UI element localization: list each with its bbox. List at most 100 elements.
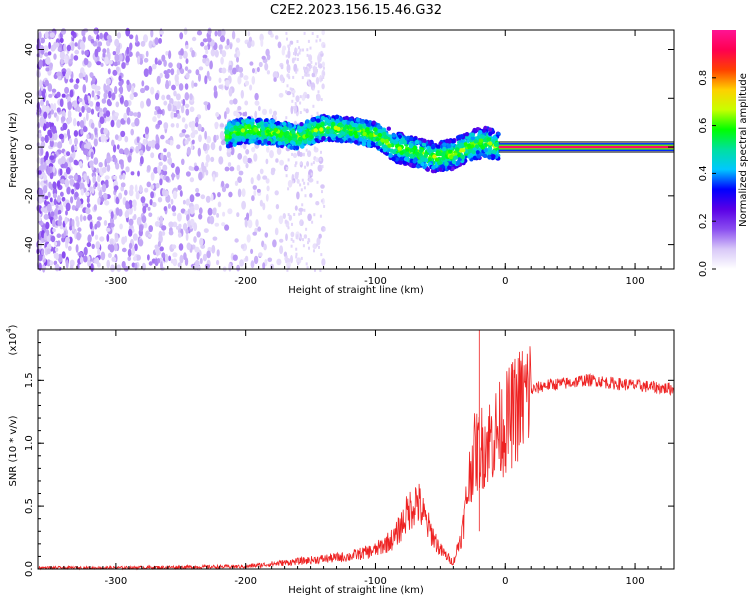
noise-cell xyxy=(216,249,220,257)
noise-cell xyxy=(170,198,174,205)
noise-cell xyxy=(162,164,168,172)
noise-cell xyxy=(48,181,52,189)
noise-cell xyxy=(162,188,166,197)
carrier-line xyxy=(498,145,674,149)
noise-cell xyxy=(314,62,317,66)
noise-cell xyxy=(76,199,82,207)
noise-cell xyxy=(65,210,68,216)
noise-cell xyxy=(298,212,301,216)
noise-cell xyxy=(296,68,299,72)
noise-cell xyxy=(105,227,111,232)
noise-cell xyxy=(231,30,236,40)
noise-cell xyxy=(182,50,188,59)
noise-cell xyxy=(173,90,177,97)
noise-cell xyxy=(154,110,158,116)
y-tick-label: 1.0 xyxy=(24,435,35,451)
noise-cell xyxy=(57,195,61,203)
noise-cell xyxy=(315,157,320,163)
noise-cell xyxy=(237,176,243,183)
noise-cell xyxy=(303,234,308,239)
noise-cell xyxy=(310,172,313,176)
noise-cell xyxy=(56,115,59,122)
noise-cell xyxy=(204,263,210,269)
noise-cell xyxy=(91,83,97,90)
noise-cell xyxy=(143,34,148,43)
noise-cell xyxy=(227,162,232,167)
noise-cell xyxy=(99,116,105,124)
noise-cell xyxy=(106,47,110,55)
signal-cell xyxy=(491,154,496,159)
signal-cell xyxy=(297,128,303,133)
noise-cell xyxy=(220,180,225,188)
noise-cell xyxy=(315,66,318,70)
noise-cell xyxy=(127,248,132,257)
signal-cell xyxy=(436,144,441,150)
noise-cell xyxy=(97,248,101,256)
signal-cell xyxy=(474,144,480,149)
noise-cell xyxy=(119,174,123,180)
noise-cell xyxy=(40,136,45,142)
noise-cell xyxy=(94,127,98,136)
signal-cell xyxy=(392,139,397,145)
noise-cell xyxy=(237,105,242,111)
noise-cell xyxy=(243,75,249,81)
noise-cell xyxy=(96,85,101,91)
noise-cell xyxy=(238,66,244,73)
signal-cell xyxy=(473,139,478,144)
noise-cell xyxy=(254,67,258,75)
noise-cell xyxy=(98,162,103,168)
noise-cell xyxy=(56,91,61,98)
noise-cell xyxy=(75,78,80,84)
noise-cell xyxy=(97,90,101,96)
signal-cell xyxy=(265,129,271,134)
noise-cell xyxy=(310,114,313,118)
signal-cell xyxy=(291,133,296,138)
noise-cell xyxy=(168,62,173,68)
noise-cell xyxy=(128,111,134,117)
noise-cell xyxy=(85,191,90,197)
noise-cell xyxy=(207,27,212,35)
noise-cell xyxy=(315,39,318,43)
y-tick-label: -40 xyxy=(24,236,35,252)
noise-cell xyxy=(297,262,300,266)
noise-cell xyxy=(117,53,123,62)
noise-cell xyxy=(294,205,298,211)
noise-cell xyxy=(155,134,159,142)
noise-cell xyxy=(124,235,128,243)
noise-cell xyxy=(287,226,290,230)
noise-cell xyxy=(50,211,55,218)
noise-cell xyxy=(134,243,138,252)
signal-cell xyxy=(230,127,235,132)
noise-cell xyxy=(45,159,50,165)
spectrogram-y-axis-label: Frequency (Hz) xyxy=(8,112,19,188)
noise-cell xyxy=(136,111,141,119)
noise-cell xyxy=(259,199,263,207)
noise-cell xyxy=(116,264,122,273)
signal-cell xyxy=(409,136,414,142)
signal-cell xyxy=(375,145,381,150)
noise-cell xyxy=(311,220,314,224)
noise-cell xyxy=(37,170,42,175)
signal-cell xyxy=(231,121,237,126)
noise-cell xyxy=(180,104,185,114)
colorbar-tick-label: 0.2 xyxy=(698,213,709,229)
noise-cell xyxy=(251,147,256,153)
noise-cell xyxy=(83,144,88,149)
colorbar-tick-label: 0.8 xyxy=(698,70,709,86)
signal-cell xyxy=(353,122,358,128)
noise-cell xyxy=(113,243,118,252)
noise-cell xyxy=(195,187,200,193)
noise-cell xyxy=(171,205,177,212)
noise-cell xyxy=(148,261,153,266)
noise-cell xyxy=(106,233,110,242)
noise-cell xyxy=(316,243,318,247)
signal-cell xyxy=(262,135,267,140)
noise-cell xyxy=(267,214,272,220)
noise-cell xyxy=(214,222,220,227)
noise-cell xyxy=(321,29,326,36)
noise-cell xyxy=(104,200,110,206)
noise-cell xyxy=(214,121,219,128)
noise-cell xyxy=(86,242,92,248)
noise-cell xyxy=(69,156,73,163)
